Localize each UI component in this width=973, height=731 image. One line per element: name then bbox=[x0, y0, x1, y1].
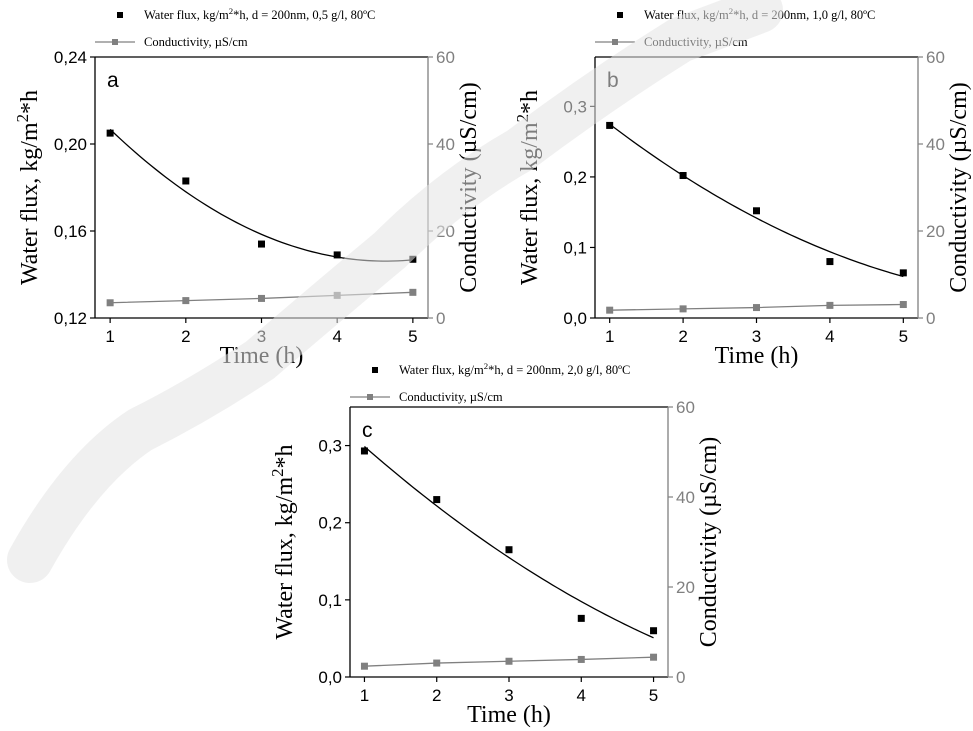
x-tick-label: 4 bbox=[577, 686, 586, 705]
y2-tick-label: 40 bbox=[926, 135, 945, 154]
x-tick-label: 1 bbox=[605, 327, 614, 346]
panel-letter: a bbox=[107, 69, 119, 92]
legend-flux-marker bbox=[617, 12, 623, 18]
flux-point bbox=[360, 447, 368, 455]
flux-point bbox=[679, 172, 687, 180]
x-tick-label: 2 bbox=[678, 327, 687, 346]
flux-point bbox=[409, 255, 417, 263]
y2-tick-label: 60 bbox=[676, 398, 695, 417]
legend-conductivity-marker bbox=[612, 39, 618, 45]
flux-point bbox=[577, 614, 585, 622]
x-tick-label: 2 bbox=[181, 327, 190, 346]
conductivity-point bbox=[360, 662, 368, 670]
y-tick-label: 0,2 bbox=[318, 514, 342, 533]
flux-fit-curve bbox=[609, 123, 904, 278]
x-tick-label: 3 bbox=[504, 686, 513, 705]
legend-conductivity-label: Conductivity, µS/cm bbox=[399, 390, 503, 404]
flux-point bbox=[505, 546, 513, 554]
x-axis-title: Time (h) bbox=[715, 343, 799, 369]
conductivity-point bbox=[409, 288, 417, 296]
flux-point bbox=[106, 129, 114, 137]
panel-letter: b bbox=[607, 69, 619, 92]
y-tick-label: 0,3 bbox=[563, 97, 587, 116]
x-tick-label: 4 bbox=[825, 327, 834, 346]
flux-point bbox=[606, 121, 614, 129]
panel-c: 1 2 3 4 5 0,0 0,1 0,2 0,3 0 20 40 60 Time (h) Water fl… bbox=[268, 361, 723, 728]
flux-point bbox=[650, 627, 658, 635]
y-tick-label: 0,0 bbox=[563, 309, 587, 328]
conductivity-point bbox=[182, 297, 190, 305]
y-tick-label: 0,0 bbox=[318, 668, 342, 687]
conductivity-point bbox=[899, 301, 907, 309]
y2-tick-label: 20 bbox=[926, 222, 945, 241]
y2-tick-label: 0 bbox=[436, 309, 445, 328]
y-axis-title: Water flux, kg/m2*h bbox=[513, 90, 544, 285]
y-tick-label: 0,12 bbox=[54, 309, 87, 328]
x-tick-label: 5 bbox=[649, 686, 658, 705]
x-axis-title: Time (h) bbox=[467, 702, 551, 728]
x-tick-label: 2 bbox=[432, 686, 441, 705]
legend-flux-label: Water flux, kg/m2*h, d = 200nm, 1,0 g/l,… bbox=[644, 6, 875, 22]
y2-axis-title: Conductivity (µS/cm) bbox=[946, 82, 972, 292]
y2-tick-label: 40 bbox=[676, 488, 695, 507]
conductivity-point bbox=[679, 305, 687, 313]
conductivity-point bbox=[505, 657, 513, 665]
conductivity-point bbox=[753, 304, 760, 312]
legend-flux-label: Water flux, kg/m2*h, d = 200nm, 2,0 g/l,… bbox=[399, 361, 630, 377]
y-tick-label: 0,20 bbox=[54, 135, 87, 154]
y2-axis-title: Conductivity (µS/cm) bbox=[696, 437, 722, 647]
x-tick-label: 1 bbox=[105, 327, 114, 346]
legend-conductivity-label: Conductivity, µS/cm bbox=[644, 35, 748, 49]
y-tick-label: 0,3 bbox=[318, 437, 342, 456]
conductivity-point bbox=[258, 294, 265, 302]
flux-point bbox=[753, 207, 760, 215]
conductivity-point bbox=[650, 653, 658, 661]
flux-point bbox=[333, 251, 341, 259]
y2-tick-label: 60 bbox=[436, 48, 455, 67]
y2-tick-label: 40 bbox=[436, 135, 455, 154]
y2-tick-label: 0 bbox=[926, 309, 935, 328]
conductivity-point bbox=[606, 306, 614, 314]
x-tick-label: 5 bbox=[899, 327, 908, 346]
legend-flux-label: Water flux, kg/m2*h, d = 200nm, 0,5 g/l,… bbox=[144, 6, 375, 22]
conductivity-point bbox=[333, 291, 341, 299]
flux-point bbox=[826, 258, 834, 266]
flux-point bbox=[899, 269, 907, 277]
legend-conductivity-marker bbox=[367, 394, 373, 400]
conductivity-point bbox=[826, 301, 834, 309]
y-axis-title: Water flux, kg/m2*h bbox=[268, 444, 299, 639]
y2-axis-title: Conductivity (µS/cm) bbox=[456, 82, 482, 292]
panel-letter: c bbox=[362, 419, 373, 442]
flux-point bbox=[182, 177, 190, 185]
x-tick-label: 5 bbox=[408, 327, 417, 346]
legend-conductivity-label: Conductivity, µS/cm bbox=[144, 35, 248, 49]
conductivity-point bbox=[106, 299, 114, 307]
y-tick-label: 0,24 bbox=[54, 48, 87, 67]
x-tick-label: 1 bbox=[360, 686, 369, 705]
flux-point bbox=[433, 496, 441, 504]
y2-tick-label: 20 bbox=[676, 578, 695, 597]
x-axis-title: Time (h) bbox=[220, 343, 304, 369]
x-tick-label: 4 bbox=[332, 327, 341, 346]
y-tick-label: 0,1 bbox=[563, 238, 587, 257]
y-tick-label: 0,16 bbox=[54, 222, 87, 241]
flux-fit-curve bbox=[364, 446, 654, 639]
y2-tick-label: 0 bbox=[676, 668, 685, 687]
y-tick-label: 0,2 bbox=[563, 168, 587, 187]
conductivity-point bbox=[577, 655, 585, 663]
y2-tick-label: 60 bbox=[926, 48, 945, 67]
conductivity-point bbox=[433, 659, 441, 667]
y-axis-title: Water flux, kg/m2*h bbox=[13, 90, 44, 285]
legend-flux-marker bbox=[372, 367, 378, 373]
y2-tick-label: 20 bbox=[436, 222, 455, 241]
flux-point bbox=[258, 240, 265, 248]
legend-flux-marker bbox=[117, 12, 123, 18]
y-tick-label: 0,1 bbox=[318, 591, 342, 610]
legend-conductivity-marker bbox=[112, 39, 118, 45]
